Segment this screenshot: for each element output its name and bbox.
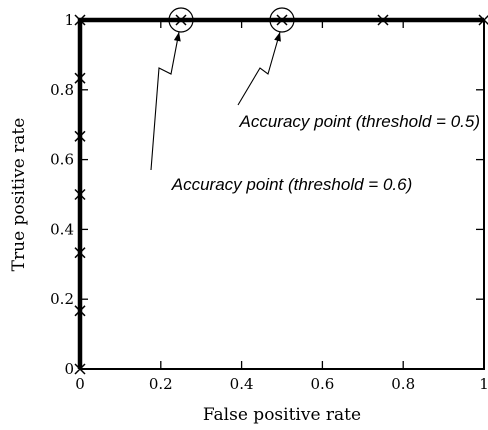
data-point-marker [74,130,86,142]
plot-axes [79,19,485,370]
annotation-threshold-06-arrowhead [173,32,181,42]
roc-curve-line [77,17,484,369]
data-point-marker [478,14,488,26]
x-tick-label: 0.2 [149,375,173,393]
x-tick-label: 0.4 [230,375,254,393]
data-point-marker [74,14,86,26]
annotation-threshold-06-label: Accuracy point (threshold = 0.6) [171,175,412,194]
data-point-marker [74,305,86,317]
data-point-marker [74,188,86,201]
x-tick-label: 1 [479,375,488,393]
y-tick-label: 1 [64,11,74,29]
y-tick-label: 0.6 [50,151,74,169]
x-axis-label: False positive rate [203,405,361,425]
y-tick-label: 0.4 [50,220,74,238]
data-point-marker [74,72,86,84]
x-tick-label: 0.6 [310,375,334,393]
data-point-marker [276,14,288,26]
x-tick-label: 0 [75,375,85,393]
data-point-marker [74,247,86,259]
annotation-threshold-05-arrowhead [274,32,281,42]
annotation-threshold-05-circle [269,7,295,33]
annotations-layer: Accuracy point (threshold = 0.5) Accuracy… [150,7,480,194]
y-tick-label: 0.8 [50,81,74,99]
annotation-threshold-05-label: Accuracy point (threshold = 0.5) [239,112,480,131]
plot-frame [79,19,485,370]
annotation-threshold-06-leader-line [150,31,180,171]
data-point-marker [175,14,187,26]
annotation-threshold-06-circle [168,7,194,33]
annotation-threshold-05-leader-line [237,31,281,106]
y-tick-label: 0.2 [50,290,74,308]
series-layer [74,14,488,375]
x-tick-label: 0.8 [391,375,415,393]
data-point-marker [74,363,86,375]
y-tick-label: 0 [64,360,74,378]
y-axis-label: True positive rate [9,118,29,272]
tick-marks: 0 0.2 0.4 0.6 0.8 1 0 0.2 0.4 0.6 0.8 1 [50,11,488,393]
data-point-marker [377,14,389,26]
